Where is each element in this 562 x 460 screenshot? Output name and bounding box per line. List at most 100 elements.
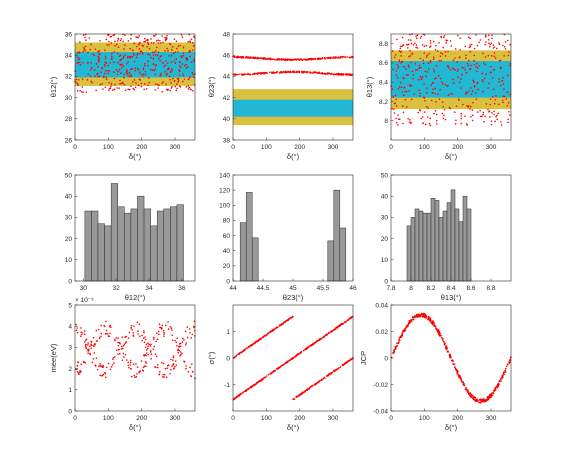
data-point xyxy=(507,118,509,121)
data-point xyxy=(127,361,130,364)
data-point xyxy=(472,79,474,82)
data-point xyxy=(160,74,162,76)
data-point xyxy=(330,330,333,333)
data-point xyxy=(79,90,81,92)
data-point xyxy=(409,118,411,121)
data-point xyxy=(470,64,472,67)
data-point xyxy=(423,45,426,47)
data-point xyxy=(187,78,190,81)
data-point xyxy=(454,48,457,50)
data-point xyxy=(238,352,241,355)
data-point xyxy=(122,40,124,43)
data-point xyxy=(419,95,421,97)
data-point xyxy=(451,92,453,95)
axes-box xyxy=(74,174,196,282)
data-point xyxy=(336,73,339,75)
data-point xyxy=(270,71,273,74)
data-point xyxy=(491,76,494,79)
data-point xyxy=(164,64,167,66)
data-point xyxy=(286,361,288,363)
data-point xyxy=(479,115,482,118)
data-point xyxy=(453,68,455,70)
data-point xyxy=(164,367,167,370)
data-point xyxy=(409,39,412,41)
data-point xyxy=(107,34,110,37)
data-point xyxy=(498,78,501,80)
data-point xyxy=(310,72,312,74)
data-point xyxy=(83,48,86,51)
data-point xyxy=(312,58,315,61)
data-point xyxy=(493,102,496,105)
y-tick-label: 8.8 xyxy=(379,41,388,48)
data-point xyxy=(163,335,165,338)
y-tick-label: 100 xyxy=(219,203,230,210)
data-point xyxy=(467,64,470,67)
data-point xyxy=(404,90,407,93)
data-point xyxy=(459,37,461,39)
data-point xyxy=(502,76,504,79)
data-point xyxy=(272,58,275,60)
data-point xyxy=(168,55,170,57)
histogram-bar xyxy=(97,223,105,282)
data-point xyxy=(416,34,419,37)
data-point xyxy=(94,48,97,51)
data-point xyxy=(460,78,462,80)
y-tick-label: 42 xyxy=(223,95,231,102)
data-point xyxy=(502,372,505,375)
data-point xyxy=(288,317,291,320)
data-point xyxy=(420,78,423,80)
histogram-bar xyxy=(239,222,247,282)
data-point xyxy=(403,86,406,89)
data-point xyxy=(276,367,278,370)
data-point xyxy=(269,331,272,333)
data-point xyxy=(262,57,265,59)
data-point xyxy=(174,62,177,65)
data-point xyxy=(178,85,181,88)
data-point xyxy=(107,72,110,75)
data-point xyxy=(78,51,81,54)
data-point xyxy=(120,348,123,350)
data-point xyxy=(114,83,116,86)
histogram-bar xyxy=(458,221,464,282)
data-point xyxy=(421,76,424,78)
data-point xyxy=(333,56,335,59)
data-point xyxy=(415,35,417,38)
data-point xyxy=(157,51,160,54)
x-tick-label: 300 xyxy=(170,415,181,422)
data-point xyxy=(112,357,115,359)
data-point xyxy=(132,363,135,366)
data-point xyxy=(177,351,180,354)
data-point xyxy=(320,379,323,382)
data-point xyxy=(491,95,494,98)
data-point xyxy=(408,90,410,92)
data-point xyxy=(97,61,100,63)
data-point xyxy=(289,359,291,361)
data-point xyxy=(349,73,351,76)
data-point xyxy=(485,34,487,37)
data-point xyxy=(497,112,500,115)
data-point xyxy=(409,319,412,321)
histogram-bar xyxy=(426,212,432,282)
data-point xyxy=(87,350,89,352)
data-point xyxy=(175,341,178,344)
data-point xyxy=(471,90,474,93)
data-point xyxy=(122,65,125,67)
data-point xyxy=(271,371,273,374)
data-point xyxy=(127,88,130,91)
data-point xyxy=(76,371,79,373)
data-point xyxy=(104,49,106,52)
y-tick-label: 60 xyxy=(223,233,231,240)
data-point xyxy=(246,73,249,75)
x-tick-label: 100 xyxy=(261,415,272,422)
data-point xyxy=(403,65,405,68)
data-point xyxy=(183,338,185,341)
data-point xyxy=(399,51,402,53)
data-point xyxy=(469,394,472,397)
data-point xyxy=(401,105,404,107)
data-point xyxy=(474,396,476,399)
data-point xyxy=(108,81,110,84)
data-point xyxy=(176,349,179,351)
y-tick-label: 28 xyxy=(65,116,73,123)
data-point xyxy=(113,34,116,36)
